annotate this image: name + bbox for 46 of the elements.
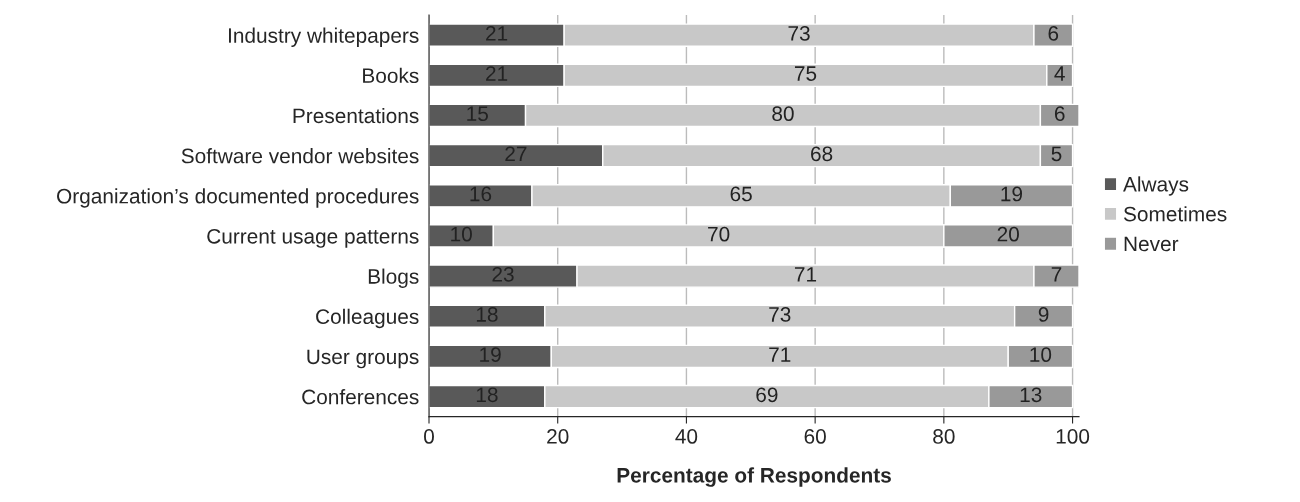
x-tick-label: 100 (1056, 429, 1090, 444)
y-tick-label: Current usage patterns (207, 228, 419, 248)
data-label: 13 (1020, 387, 1042, 403)
y-tick-label: Colleagues (316, 308, 419, 329)
data-label: 73 (788, 25, 810, 41)
data-label: 6 (1048, 25, 1059, 41)
y-tick-label: Industry whitepapers (228, 27, 419, 48)
data-label: 6 (1054, 106, 1065, 122)
x-tick-label: 20 (547, 429, 569, 444)
data-label: 15 (467, 106, 488, 122)
data-label: 19 (480, 347, 501, 363)
y-tick-label: User groups (307, 349, 419, 369)
y-tick-label: Blogs (368, 268, 419, 288)
y-tick-label: Organization’s documented procedures (57, 188, 419, 208)
data-label: 65 (730, 186, 752, 202)
data-label: 4 (1054, 66, 1065, 81)
data-label: 10 (1030, 347, 1052, 363)
data-label: 80 (772, 106, 794, 122)
legend-label: Always (1123, 176, 1189, 196)
data-label: 5 (1051, 146, 1062, 162)
data-label: 75 (794, 66, 817, 81)
data-label: 68 (811, 146, 833, 162)
x-axis-title: Percentage of Respondents (617, 467, 891, 487)
y-tick-label: Books (363, 67, 419, 84)
data-label: 19 (1001, 186, 1023, 202)
y-tick-label: Presentations (293, 107, 419, 124)
legend-label: Sometimes (1123, 206, 1227, 222)
x-tick-label: 80 (933, 429, 955, 444)
data-label: 73 (769, 307, 791, 322)
data-label: 21 (486, 66, 508, 81)
data-label: 18 (476, 307, 498, 322)
data-label: 71 (769, 347, 791, 362)
data-label: 27 (505, 146, 527, 162)
data-label: 20 (997, 226, 1019, 242)
data-label: 71 (794, 267, 817, 282)
x-tick-label: 60 (804, 429, 826, 444)
x-tick-label: 0 (424, 429, 434, 444)
data-label: 70 (708, 226, 730, 242)
data-label: 7 (1051, 267, 1062, 282)
data-label: 23 (492, 266, 514, 282)
y-tick-label: Conferences (302, 389, 419, 405)
legend-label: Never (1124, 236, 1179, 252)
data-label: 69 (756, 387, 778, 403)
y-tick-label: Software vendor websites (181, 148, 419, 164)
x-tick-label: 40 (675, 429, 698, 444)
data-label: 9 (1038, 307, 1049, 322)
